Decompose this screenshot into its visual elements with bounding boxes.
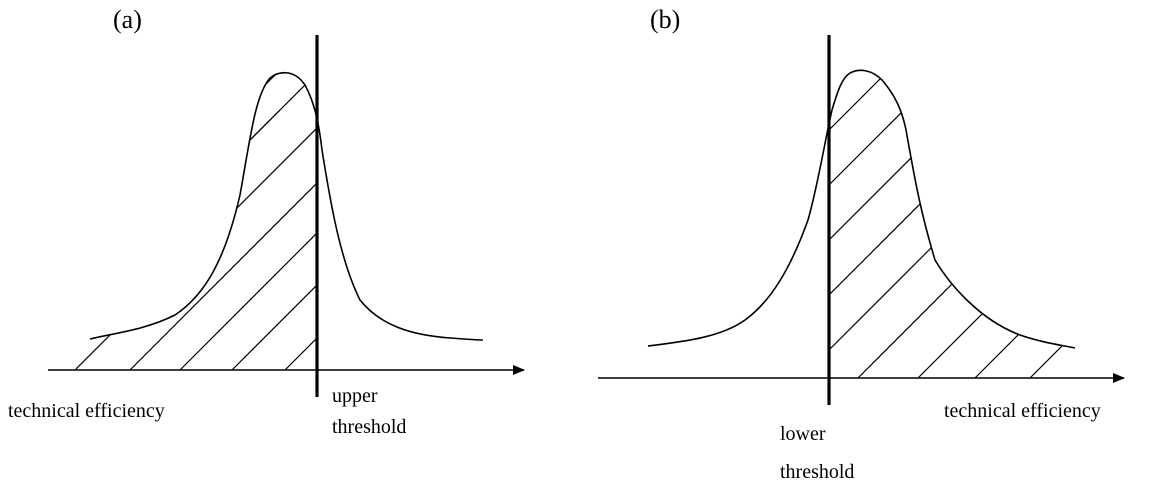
panel-a-distribution-curve (89, 71, 484, 341)
panel-a-threshold-label-line1: upper (332, 385, 378, 407)
panel-a-axis-label: technical efficiency (8, 400, 165, 422)
panel-b-axis-label: technical efficiency (944, 400, 1101, 422)
panel-b-threshold-label-line1: lower (780, 423, 826, 445)
panel-b: (b) technical efficiency lower threshold (598, 5, 1125, 483)
panel-b-distribution-curve (647, 69, 1076, 349)
panel-a-threshold-label-line2: threshold (332, 416, 406, 438)
panel-a-hatching (75, 72, 317, 371)
panel-a: (a) technical efficiency upper threshold (8, 5, 525, 438)
panel-a-letter: (a) (113, 5, 142, 34)
panel-b-threshold-label-line2: threshold (780, 461, 854, 483)
panel-b-hatching (829, 70, 1075, 378)
panel-b-letter: (b) (650, 5, 680, 34)
